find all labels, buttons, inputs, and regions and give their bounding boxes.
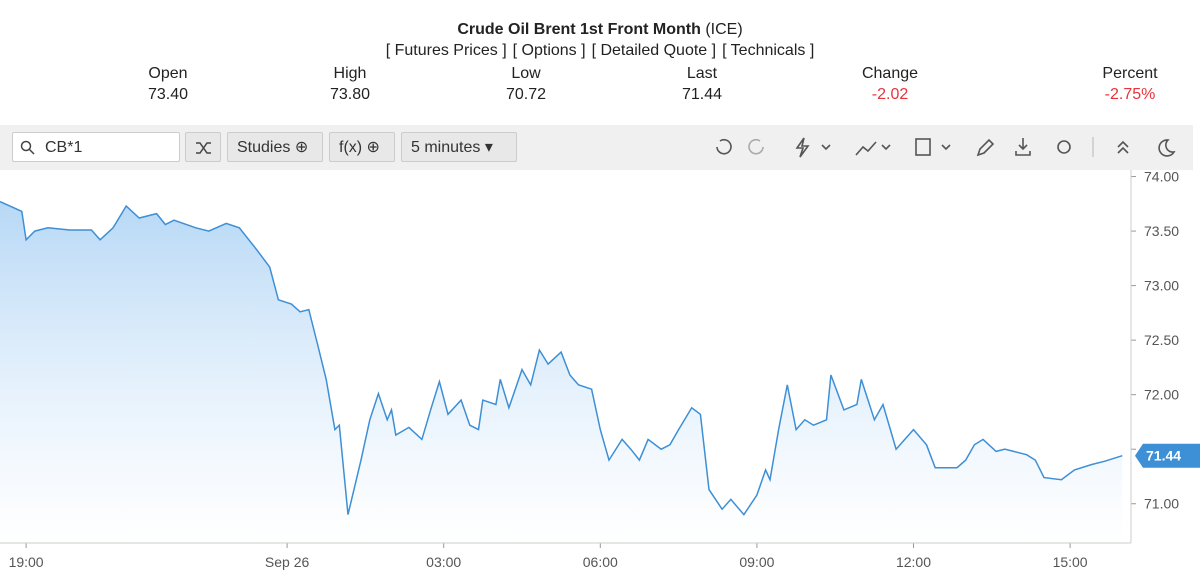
quote-label: High (333, 65, 367, 82)
last-price: 71.44 (1146, 448, 1181, 464)
quote-label: Open (148, 65, 188, 82)
x-tick-label: Sep 26 (265, 554, 310, 570)
quote-value: 70.72 (505, 86, 547, 103)
undo-icon[interactable] (716, 138, 732, 155)
y-tick-label: 73.00 (1144, 278, 1179, 294)
download-icon[interactable] (1015, 138, 1031, 156)
quote-item: Change -2.02 (830, 63, 950, 105)
shuffle-icon (196, 142, 211, 154)
quote-item: Last 71.44 (642, 63, 762, 105)
price-line (0, 200, 1123, 516)
link[interactable]: [ Detailed Quote ] (591, 42, 717, 59)
exchange: (ICE) (705, 21, 743, 38)
quote-item: Percent -2.75% (1070, 63, 1190, 105)
fx-button[interactable]: f(x) ⊕ (329, 132, 395, 162)
studies: Studies (237, 139, 291, 156)
x-tick-label: 03:00 (426, 554, 461, 570)
area-fill (0, 201, 1123, 543)
pen-icon[interactable] (976, 138, 995, 157)
quote-value: -2.02 (871, 86, 909, 103)
caret (881, 144, 891, 151)
quote-value: 73.40 (147, 86, 189, 103)
header: Crude Oil Brent 1st Front Month (ICE) [ … (0, 0, 1200, 125)
tool-icons (716, 137, 1176, 158)
y-tick-label: 72.00 (1144, 387, 1179, 403)
quote-label: Percent (1102, 65, 1158, 82)
y-tick-label: 73.50 (1144, 223, 1179, 239)
x-tick-label: 09:00 (739, 554, 774, 570)
quote-item: Low 70.72 (466, 63, 586, 105)
y-tick-label: 74.00 (1144, 170, 1179, 185)
compare-button[interactable] (185, 132, 221, 162)
last-tag (1135, 443, 1200, 468)
toolbar: CB*1 Studies ⊕ f(x) ⊕ 5 minutes ▾ (0, 125, 1193, 170)
interval: 5 minutes (411, 139, 481, 156)
y-tick-label: 71.00 (1144, 496, 1179, 512)
symbol-input[interactable]: CB*1 (12, 132, 180, 162)
x-tick-label: 06:00 (583, 554, 618, 570)
caret (821, 144, 831, 151)
link[interactable]: [ Futures Prices ] (385, 42, 507, 59)
quote-item: Open 73.40 (108, 63, 228, 105)
title: Crude Oil Brent 1st Front Month (ICE) (0, 21, 1200, 39)
theme-icon[interactable] (1158, 139, 1176, 157)
x-tick-label: 15:00 (1053, 554, 1088, 570)
quote-value: 73.80 (329, 86, 371, 103)
title-text: Crude Oil Brent 1st Front Month (457, 21, 701, 38)
quote-value: -2.75% (1104, 86, 1156, 103)
fx: f(x) (339, 139, 363, 156)
chart: 71.0071.5072.0072.5073.0073.5074.0019:00… (0, 170, 1200, 570)
link[interactable]: [ Options ] (512, 42, 586, 59)
quote-label: Last (686, 65, 718, 82)
collapse-icon[interactable] (1117, 140, 1129, 154)
layout-icon[interactable] (915, 138, 931, 156)
redo-icon[interactable] (748, 138, 764, 155)
quote-item: High 73.80 (290, 63, 410, 105)
quote-label: Low (511, 65, 541, 82)
chart-icon[interactable] (855, 141, 877, 156)
quote-label: Change (861, 65, 919, 82)
studies-button[interactable]: Studies ⊕ (227, 132, 323, 162)
interval-button[interactable]: 5 minutes ▾ (401, 132, 517, 162)
x-tick-label: 12:00 (896, 554, 931, 570)
search-icon (20, 140, 35, 155)
quote-value: 71.44 (681, 86, 723, 103)
symbol: CB*1 (45, 139, 83, 156)
links: [ Futures Prices ] [ Options ] [ Detailed … (0, 42, 1200, 60)
flash-icon[interactable] (795, 137, 810, 158)
y-tick-label: 72.50 (1144, 332, 1179, 348)
settings-icon[interactable] (1057, 140, 1071, 154)
link[interactable]: [ Technicals ] (722, 42, 815, 59)
caret (941, 144, 951, 151)
x-tick-label: 19:00 (9, 554, 44, 570)
